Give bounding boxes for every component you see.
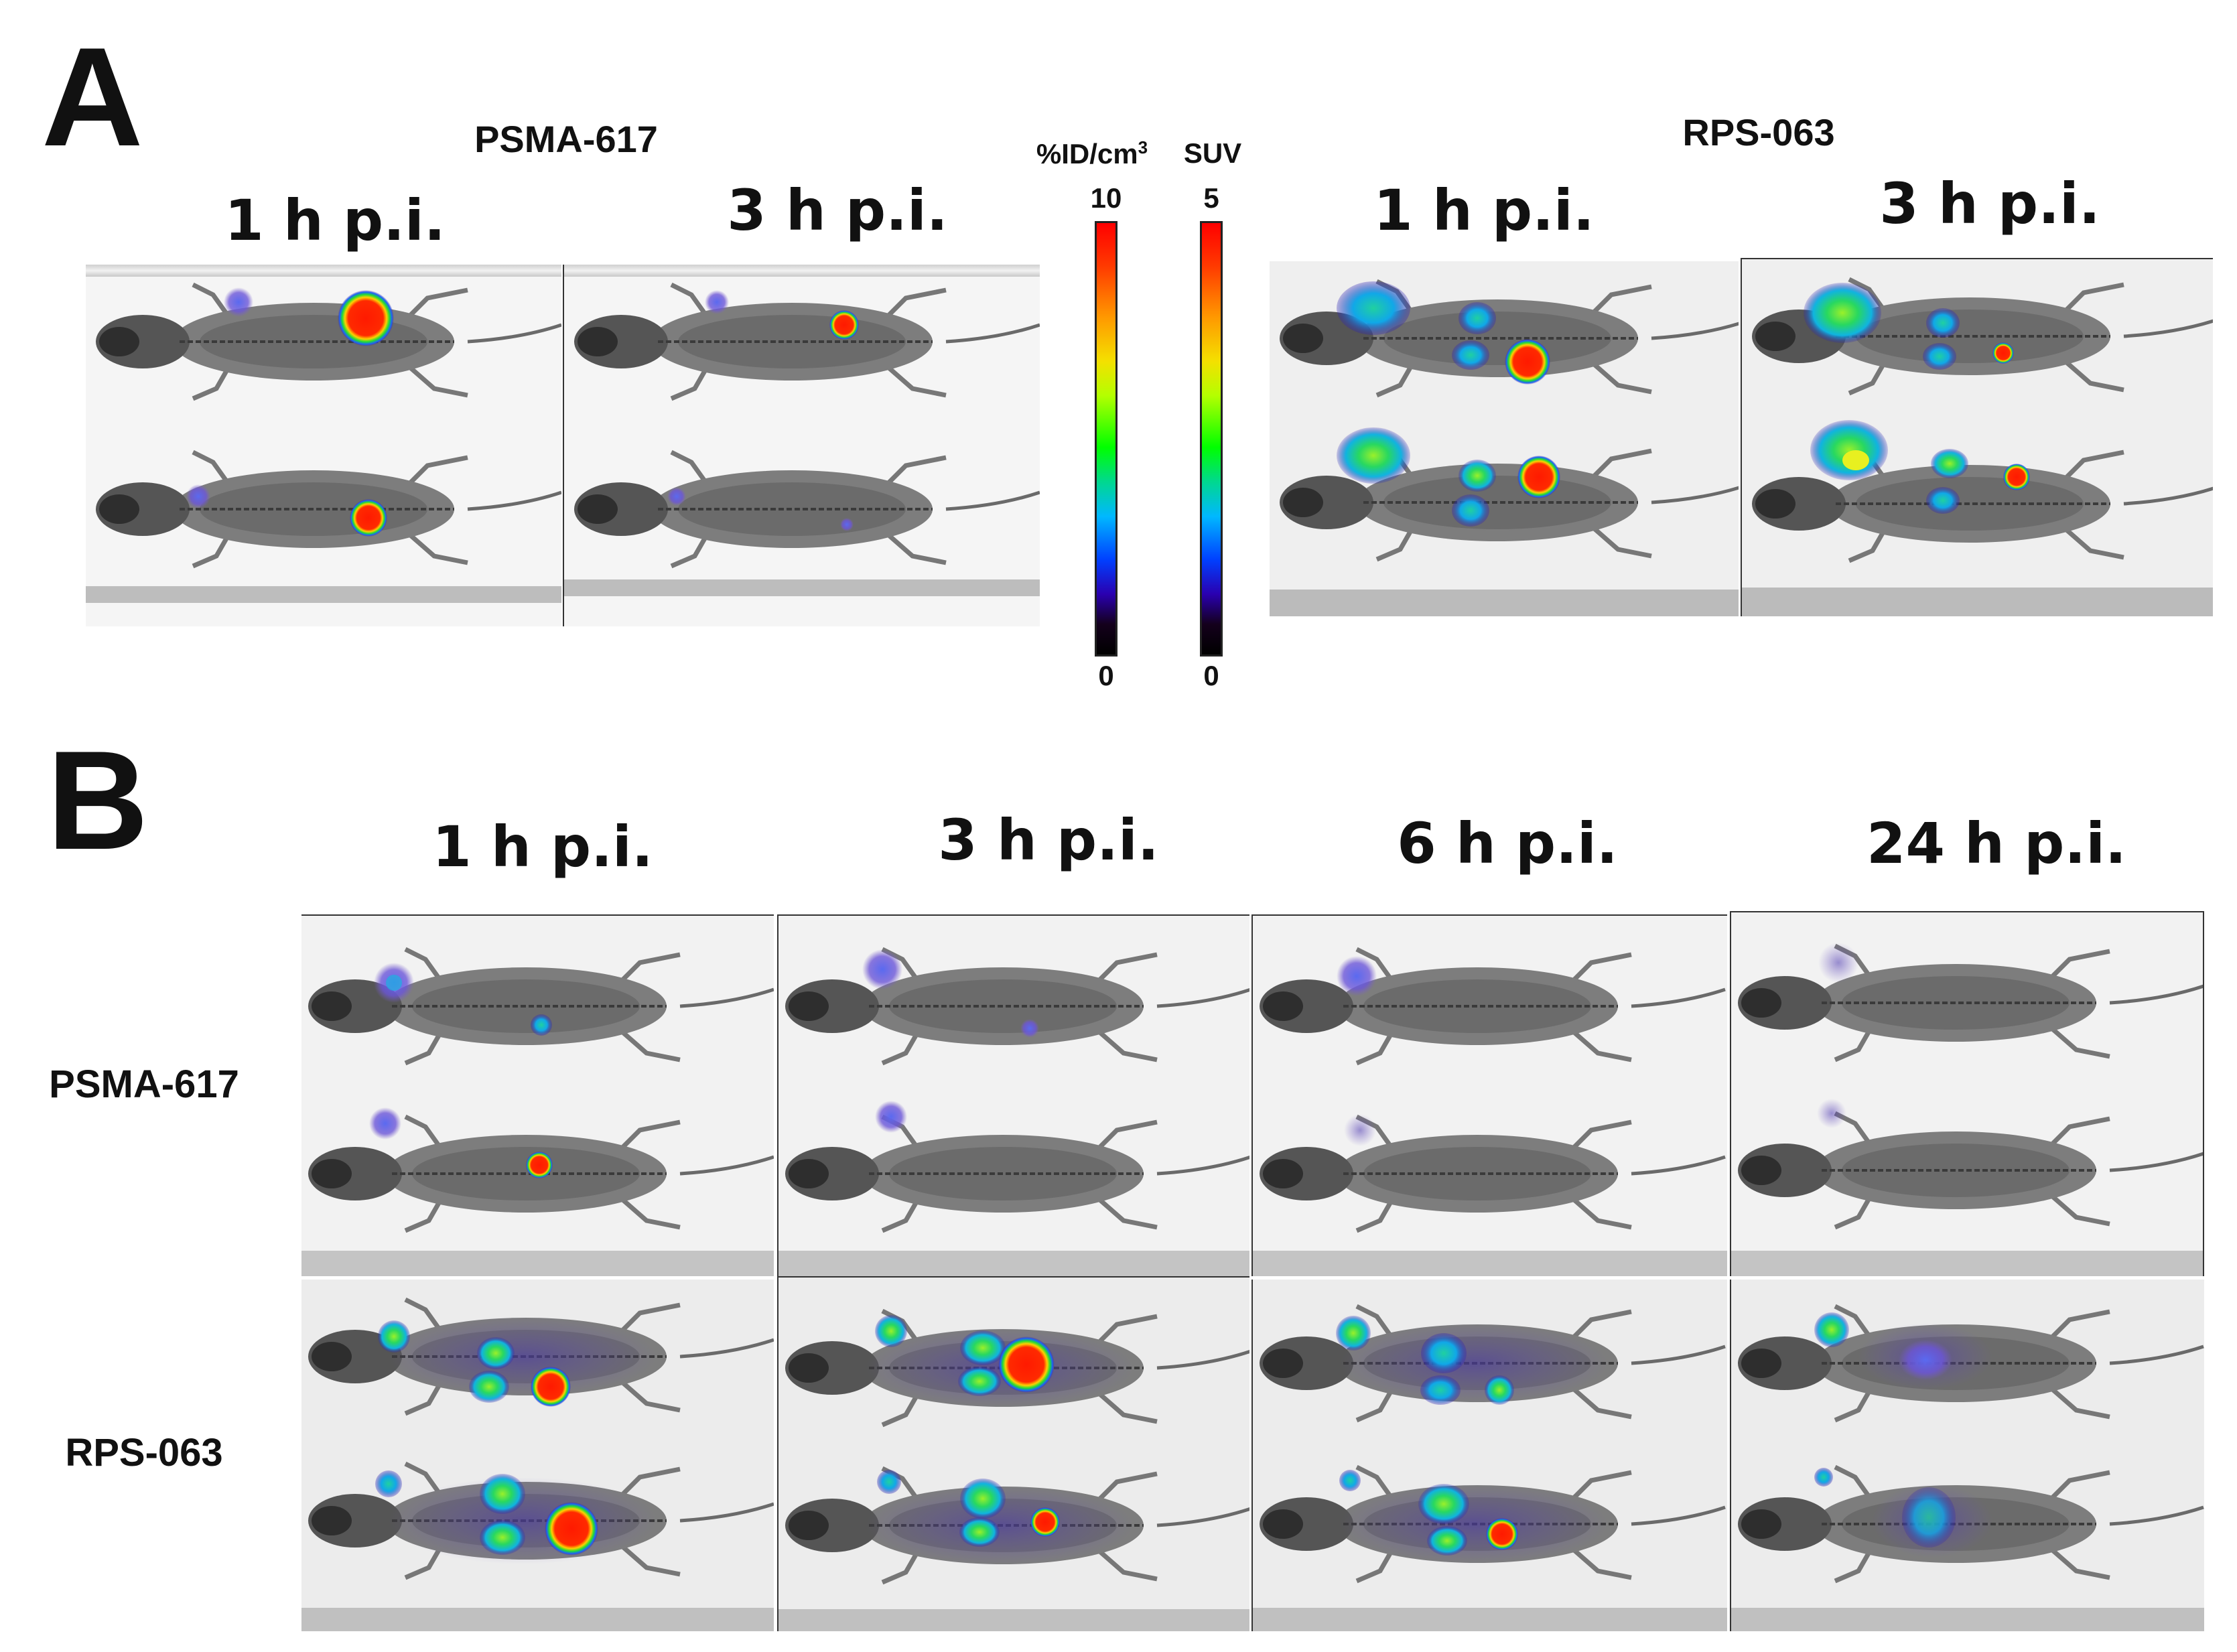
panel-a-time-label: 1 h p.i.: [224, 188, 446, 253]
panel-b-row-label: RPS-063: [65, 1431, 223, 1474]
panel-a-time-label: 3 h p.i.: [727, 178, 948, 243]
pet-image-b-rps-1h: [301, 1280, 774, 1631]
panel-b-time-label: 24 h p.i.: [1867, 811, 2126, 876]
colorbar-min-tick: 0: [1203, 660, 1219, 691]
tumor-uptake: [186, 484, 210, 508]
panel-a-time-label: 3 h p.i.: [1879, 171, 2100, 236]
colorbar-suv: [1200, 221, 1223, 657]
pet-image-b-rps-6h: [1251, 1280, 1727, 1631]
tumor-uptake: [224, 287, 253, 317]
colorbar-max-tick: 5: [1203, 182, 1219, 214]
panel-b-time-label: 1 h p.i.: [432, 814, 653, 880]
colorbar-unit-suv: SUV: [1183, 137, 1242, 169]
pet-image-b-psma-3h: [777, 914, 1249, 1276]
pet-image-a-psma-1h: [86, 265, 561, 626]
pet-image-a-rps-3h: [1741, 258, 2213, 616]
pet-image-b-psma-6h: [1251, 914, 1727, 1276]
bladder-uptake: [338, 290, 394, 346]
pet-image-b-psma-24h: [1730, 911, 2204, 1276]
colorbar-min-tick: 0: [1098, 660, 1114, 691]
pet-image-b-rps-3h: [777, 1276, 1249, 1631]
panel-b-letter: B: [47, 721, 149, 879]
colorbar-id: [1095, 221, 1117, 657]
panel-a-letter: A: [42, 18, 143, 176]
colorbar-max-tick: 10: [1090, 182, 1122, 214]
panel-a-psma-title: PSMA-617: [474, 118, 658, 160]
panel-b-row-label: PSMA-617: [49, 1062, 239, 1106]
pet-image-b-rps-24h: [1730, 1280, 2204, 1631]
pet-image-b-psma-1h: [301, 914, 774, 1276]
pet-image-a-rps-1h: [1270, 261, 1739, 616]
bladder-uptake: [350, 499, 387, 537]
colorbar-unit-id: %ID/cm3: [1036, 137, 1148, 169]
panel-b-time-label: 6 h p.i.: [1397, 811, 1618, 876]
panel-b-time-label: 3 h p.i.: [938, 807, 1159, 873]
panel-a-rps-title: RPS-063: [1682, 111, 1835, 153]
panel-a-time-label: 1 h p.i.: [1373, 178, 1595, 243]
pet-image-a-psma-3h: [563, 265, 1040, 626]
